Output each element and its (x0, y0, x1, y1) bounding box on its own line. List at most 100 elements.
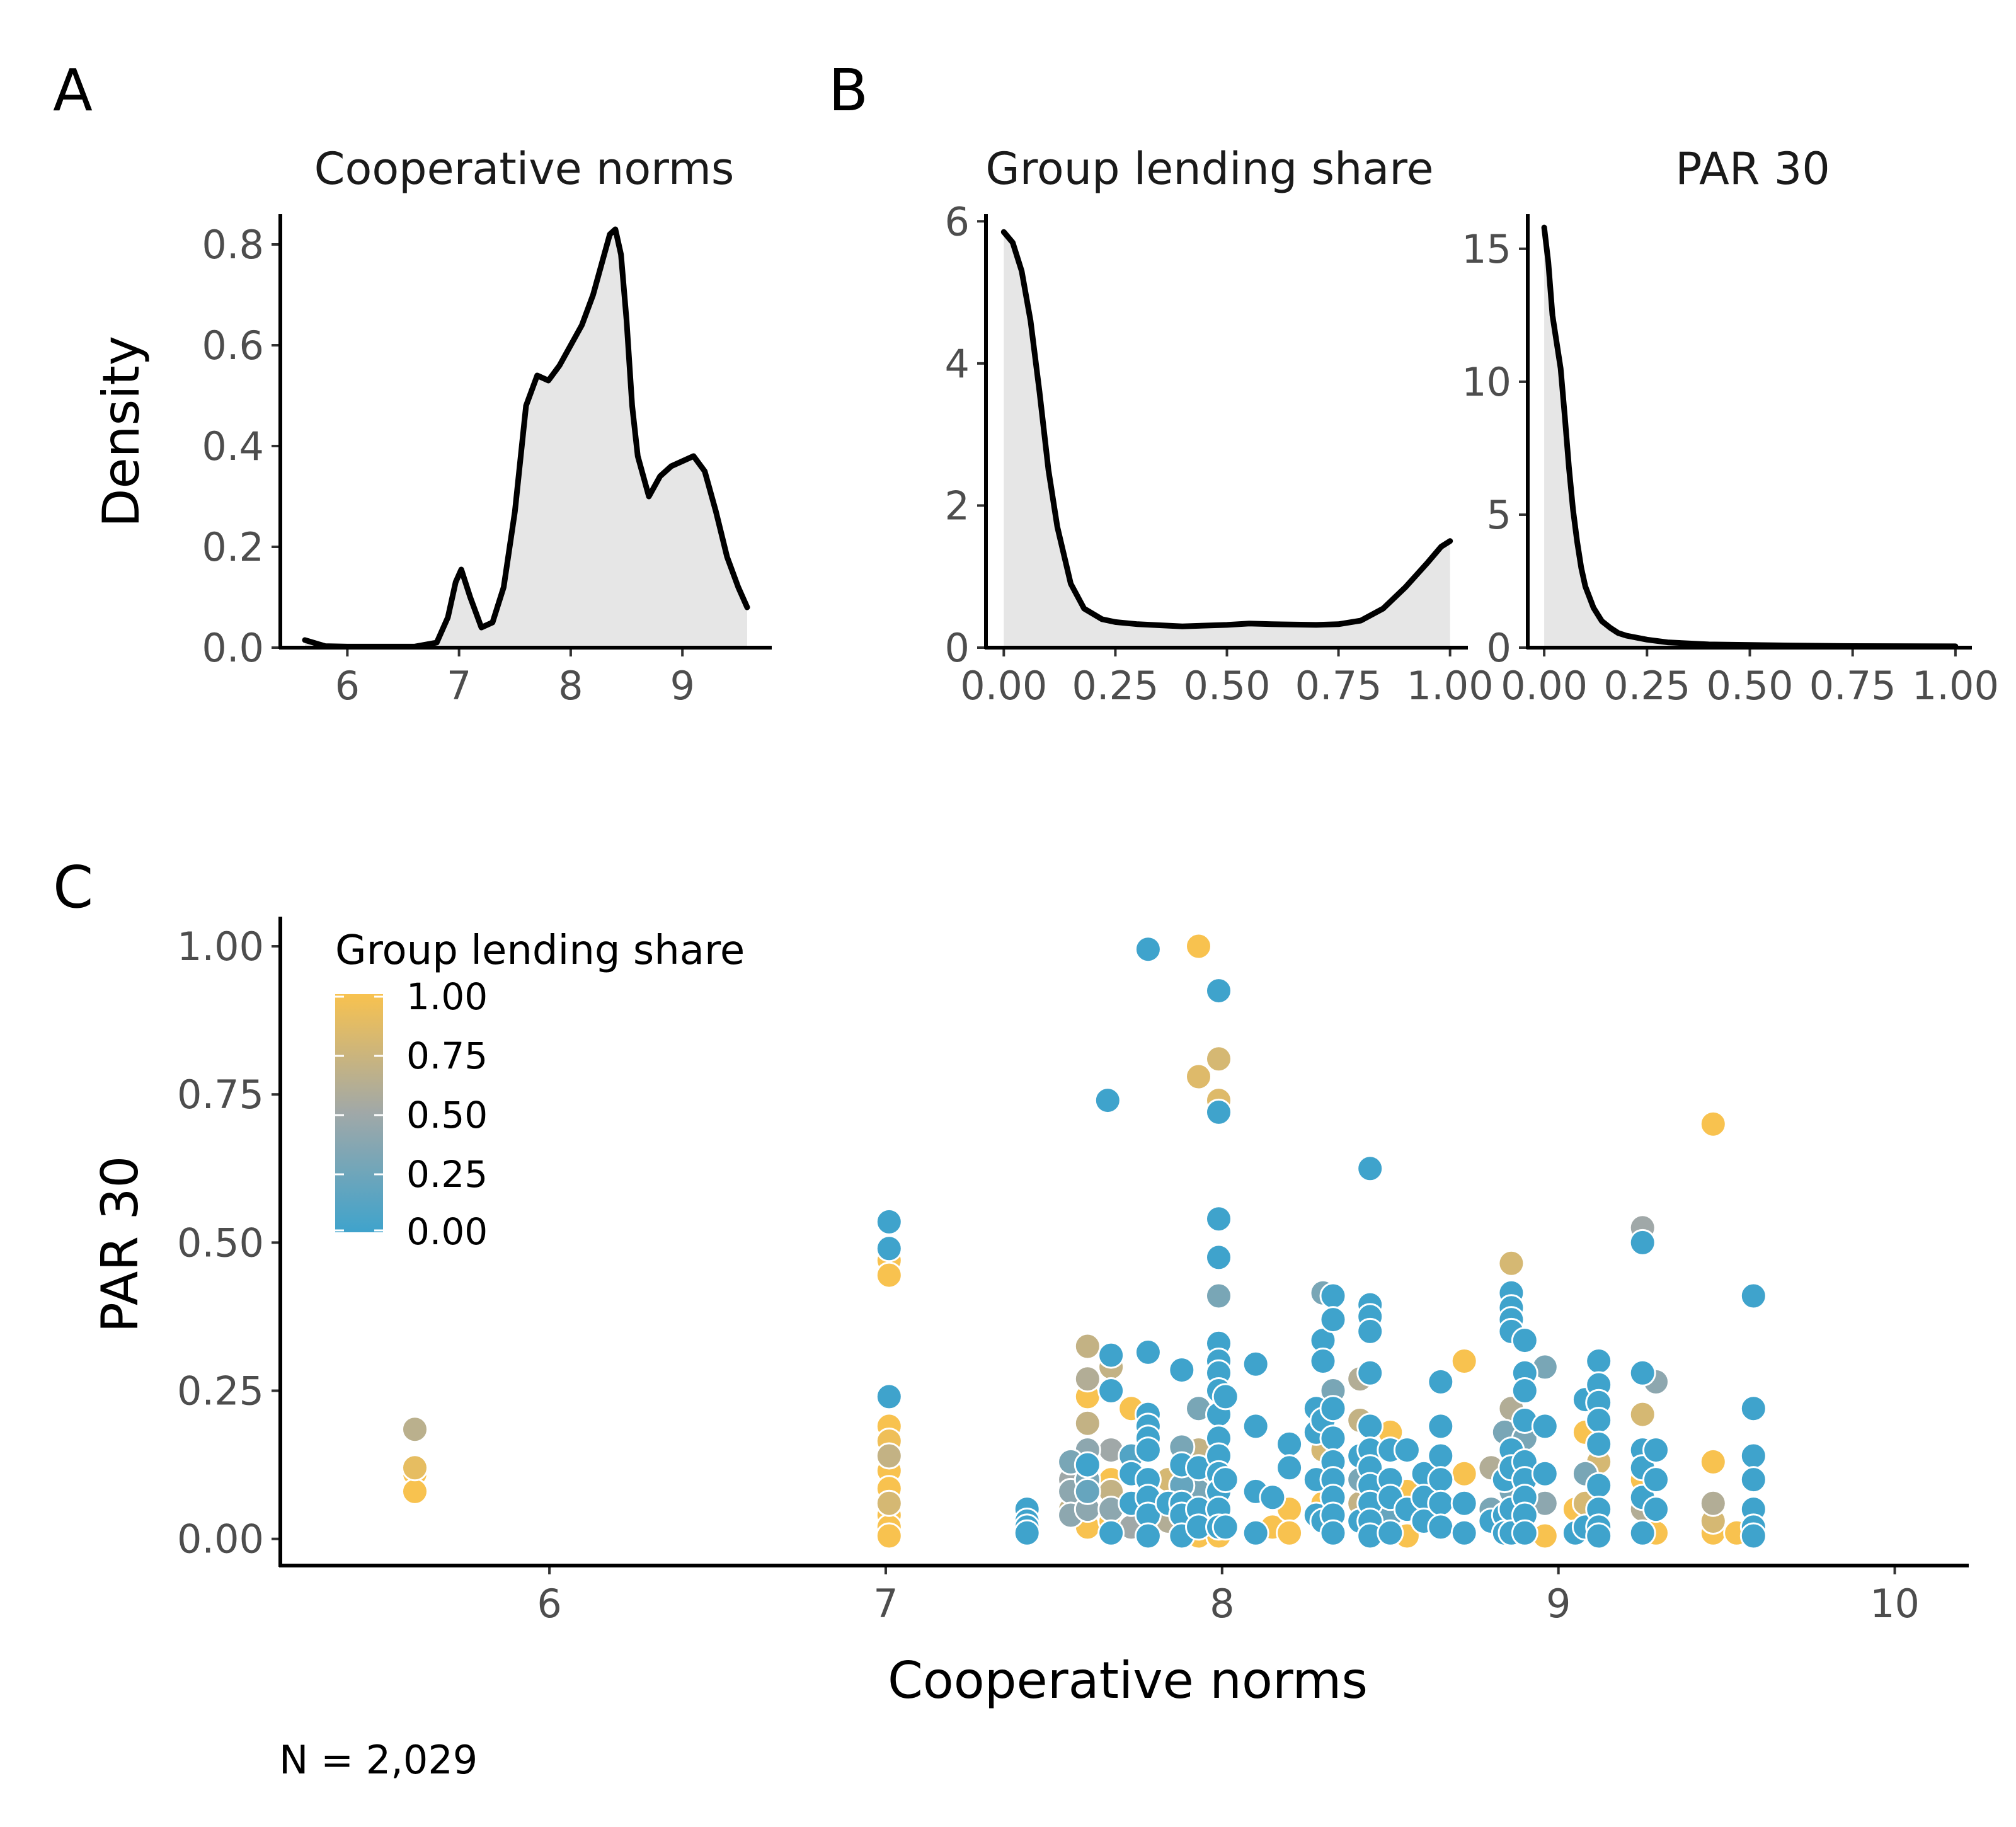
scatter-point (1074, 1365, 1101, 1393)
panel-b2-x-tick-label-2: 0.50 (1706, 663, 1793, 709)
scatter-point (1393, 1436, 1421, 1464)
scatter-point (1427, 1368, 1455, 1395)
scatter-point (1450, 1519, 1478, 1547)
scatter-point (1629, 1519, 1656, 1547)
scatter-point (1205, 1098, 1232, 1126)
scatter-point (1531, 1460, 1559, 1487)
scatter-point (1185, 1063, 1212, 1091)
scatter-point (1074, 1451, 1101, 1479)
panel-a-x-tick-label-1: 7 (447, 663, 471, 709)
scatter-point (1642, 1466, 1670, 1494)
panel-b1-density-fill (1004, 232, 1450, 648)
scatter-point (1319, 1282, 1347, 1310)
sample-size-caption: N = 2,029 (279, 1737, 478, 1783)
scatter-point (1511, 1519, 1538, 1547)
scatter-point (1642, 1436, 1670, 1464)
panel-b2-x-tick-label-1: 0.25 (1603, 663, 1690, 709)
panel-b2-y-tick-label-0: 0 (1487, 625, 1511, 671)
scatter-point (1205, 1045, 1232, 1073)
panel-a-y-tick-label-1: 0.2 (202, 524, 264, 570)
panel-a-x-tick-label-2: 8 (558, 663, 583, 709)
scatter-point (1319, 1519, 1347, 1547)
strip-title-b1: Group lending share (985, 143, 1433, 195)
scatter-point (1205, 1282, 1232, 1310)
scatter-point (1450, 1489, 1478, 1517)
panel-a-density-plot: 6 7 8 9 0.0 0.2 0.4 0.6 0.8 (202, 214, 772, 709)
scatter-point (1205, 1244, 1232, 1271)
scatter-point (1074, 1409, 1101, 1437)
panel-a-y-tick-label-3: 0.6 (202, 323, 264, 369)
scatter-point (1134, 936, 1162, 963)
scatter-point (1168, 1356, 1196, 1384)
scatter-point (401, 1477, 428, 1505)
scatter-point (1427, 1442, 1455, 1470)
panel-c-x-tick-label-0: 6 (537, 1581, 561, 1627)
scatter-point (875, 1489, 903, 1517)
scatter-point (1211, 1383, 1239, 1411)
scatter-point (1319, 1395, 1347, 1423)
panel-a-y-tick-label-4: 0.8 (202, 222, 264, 268)
scatter-point (1074, 1477, 1101, 1505)
panel-a-y-tick-label-2: 0.4 (202, 423, 264, 469)
scatter-point (401, 1416, 428, 1443)
panel-a-x-tick-label-3: 9 (670, 663, 694, 709)
scatter-point (1739, 1522, 1767, 1550)
panel-c-y-tick-label-0: 0.00 (177, 1516, 264, 1562)
scatter-point (1427, 1466, 1455, 1494)
panel-c-y-tick-label-3: 0.75 (177, 1072, 264, 1118)
legend-label-3: 0.50 (406, 1094, 488, 1137)
scatter-point (1259, 1484, 1286, 1511)
scatter-point (1319, 1424, 1347, 1452)
scatter-point (1276, 1454, 1303, 1482)
scatter-point (1511, 1327, 1538, 1354)
panel-a-ylabel: Density (92, 336, 151, 527)
scatter-point (1642, 1496, 1670, 1523)
legend-colorbar (335, 994, 383, 1232)
scatter-point (1242, 1412, 1269, 1440)
scatter-point (1276, 1430, 1303, 1458)
panel-a-density-curve (302, 226, 750, 650)
panel-letter-c: C (53, 854, 93, 921)
scatter-point (1699, 1489, 1727, 1517)
scatter-point (1699, 1110, 1727, 1138)
panel-c-y-tick-label-2: 0.50 (177, 1220, 264, 1266)
panel-c-xlabel: Cooperative norms (888, 1651, 1368, 1710)
panel-b1-x-tick-label-0: 0.00 (960, 663, 1047, 709)
scatter-point (1585, 1522, 1613, 1550)
panel-b2-x-tick-label-3: 0.75 (1809, 663, 1896, 709)
scatter-point (875, 1522, 903, 1550)
scatter-point (1739, 1395, 1767, 1423)
scatter-point (1211, 1513, 1239, 1541)
scatter-point (1356, 1359, 1384, 1387)
scatter-point (1450, 1460, 1478, 1487)
scatter-point (1134, 1522, 1162, 1550)
scatter-point (875, 1208, 903, 1235)
legend-title: Group lending share (335, 927, 745, 974)
scatter-point (1427, 1513, 1455, 1541)
scatter-point (1629, 1400, 1656, 1428)
panel-a-x-tick-label-0: 6 (335, 663, 360, 709)
panel-b1-x-tick-label-4: 1.00 (1407, 663, 1494, 709)
strip-title-a: Cooperative norms (314, 143, 735, 195)
strip-title-b2: PAR 30 (1675, 143, 1830, 195)
scatter-point (401, 1454, 428, 1482)
scatter-point (875, 1235, 903, 1263)
scatter-point (1585, 1430, 1613, 1458)
panel-b2-density-fill (1544, 227, 1956, 648)
scatter-point (1074, 1332, 1101, 1360)
panel-c-x-tick-label-4: 10 (1870, 1581, 1920, 1627)
panel-b1-y-tick-label-1: 2 (945, 483, 970, 529)
scatter-point (1739, 1282, 1767, 1310)
panel-c-y-tick-label-4: 1.00 (177, 924, 264, 970)
scatter-point (1585, 1407, 1613, 1434)
panel-b2-x-tick-label-0: 0.00 (1501, 663, 1588, 709)
scatter-point (1699, 1448, 1727, 1475)
scatter-point (1205, 1205, 1232, 1233)
scatter-point (1585, 1472, 1613, 1499)
legend-label-5: 0.00 (406, 1210, 488, 1253)
scatter-point (1134, 1436, 1162, 1464)
scatter-point (1739, 1466, 1767, 1494)
panel-b1-density-curve (1000, 229, 1453, 629)
panel-b2-y-tick-label-1: 5 (1487, 492, 1511, 538)
